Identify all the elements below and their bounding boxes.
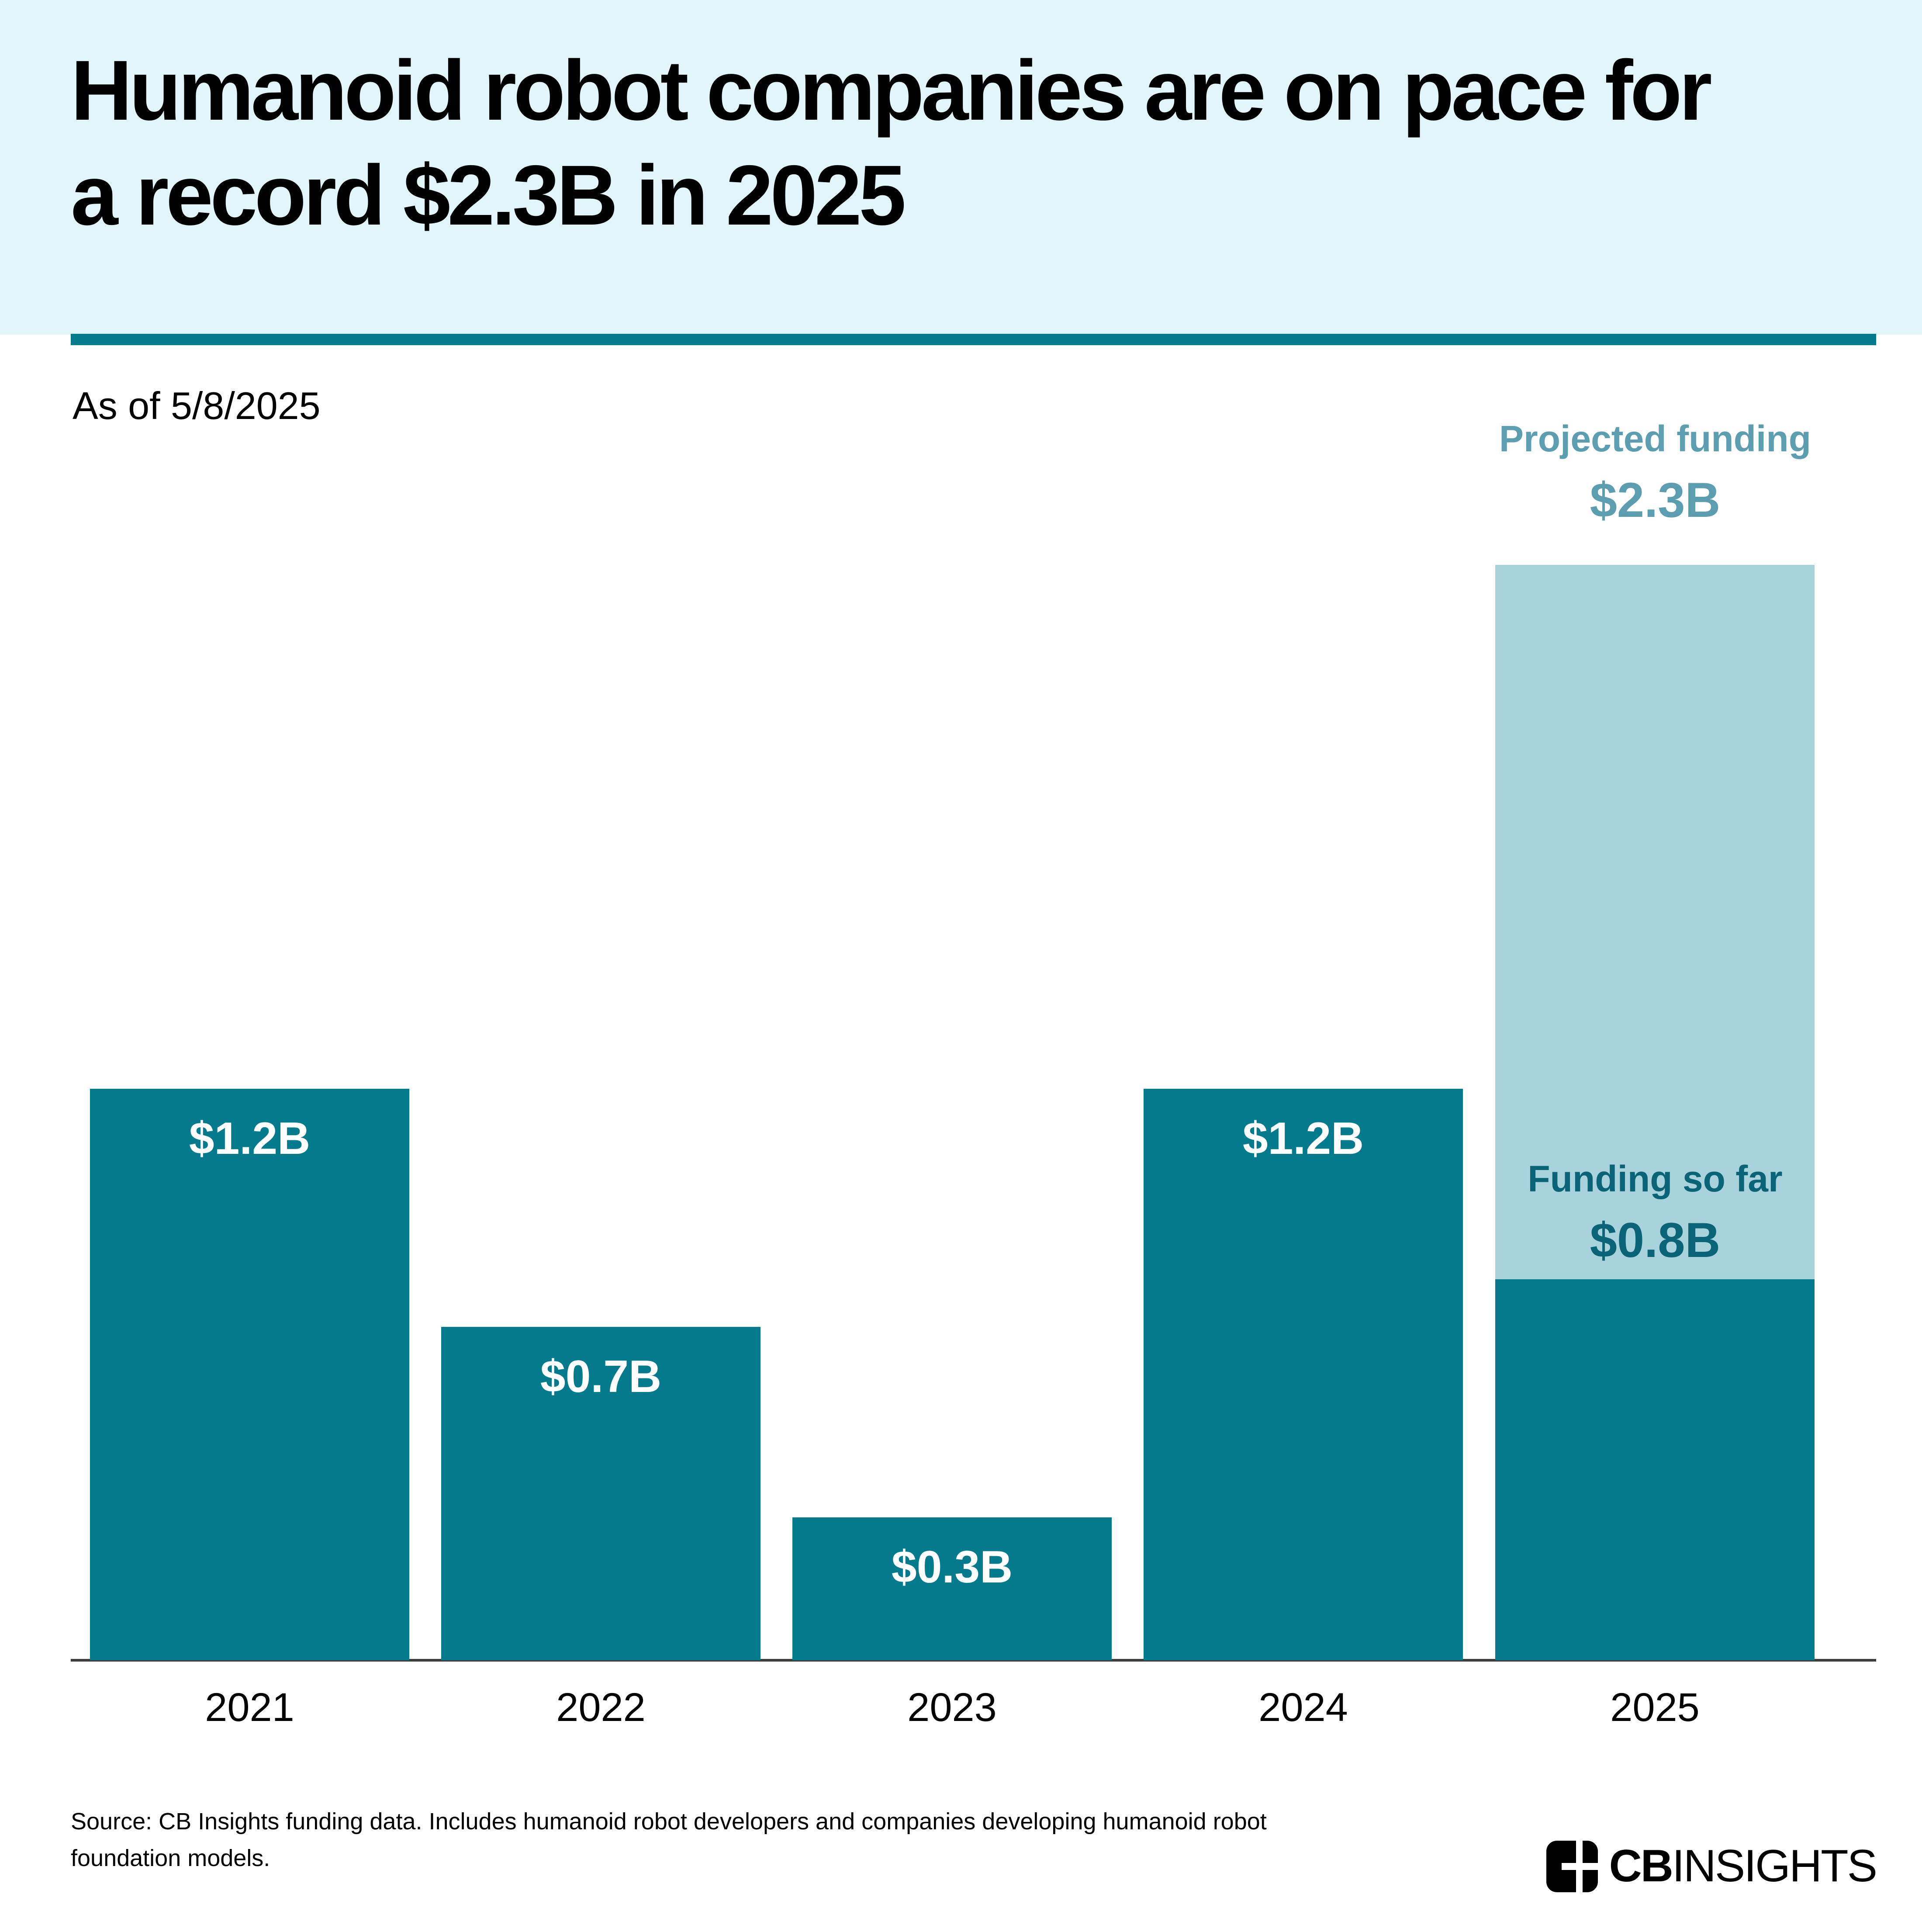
bar-value-label-2021: $1.2B (189, 1113, 311, 1164)
x-axis-label-2022: 2022 (556, 1685, 646, 1730)
as-of-date: As of 5/8/2025 (73, 384, 321, 427)
x-axis-label-2023: 2023 (907, 1685, 997, 1730)
header-band: Humanoid robot companies are on pace for… (0, 0, 1922, 335)
source-note: Source: CB Insights funding data. Includ… (71, 1808, 1267, 1871)
x-axis-label-2024: 2024 (1258, 1685, 1348, 1730)
x-axis-label-2021: 2021 (205, 1685, 294, 1730)
logo-text-cb: CB (1609, 1841, 1673, 1891)
cbinsights-logomark-icon (1546, 1840, 1598, 1892)
logomark-horizontal-stripe (1562, 1863, 1598, 1870)
x-axis-label-2025: 2025 (1610, 1685, 1700, 1730)
logo-text-insights: INSIGHTS (1672, 1841, 1877, 1891)
projected-funding-label: Projected funding (1499, 418, 1811, 459)
bar-2022: $0.7B (441, 1327, 761, 1660)
projected-funding-value: $2.3B (1590, 473, 1721, 527)
bar-value-label-2023: $0.3B (891, 1542, 1013, 1593)
page-title: Humanoid robot companies are on pace for… (71, 38, 1875, 248)
x-axis-line (71, 1659, 1876, 1662)
header-divider (71, 334, 1876, 345)
bar-2021: $1.2B (90, 1089, 409, 1660)
bar-value-label-2022: $0.7B (540, 1351, 662, 1402)
funding-so-far-value: $0.8B (1590, 1213, 1721, 1267)
bar-2024: $1.2B (1144, 1089, 1463, 1660)
page-title-line2: a record $2.3B in 2025 (71, 147, 906, 243)
bar-value-label-2024: $1.2B (1242, 1113, 1364, 1164)
cbinsights-logo-text: CBINSIGHTS (1609, 1840, 1877, 1892)
cbinsights-logo: CBINSIGHTS (1546, 1840, 1877, 1892)
bar-2025 (1495, 1279, 1815, 1660)
funding-so-far-label: Funding so far (1528, 1158, 1783, 1199)
page-title-line1: Humanoid robot companies are on pace for (71, 43, 1712, 138)
bar-2023: $0.3B (792, 1517, 1112, 1660)
